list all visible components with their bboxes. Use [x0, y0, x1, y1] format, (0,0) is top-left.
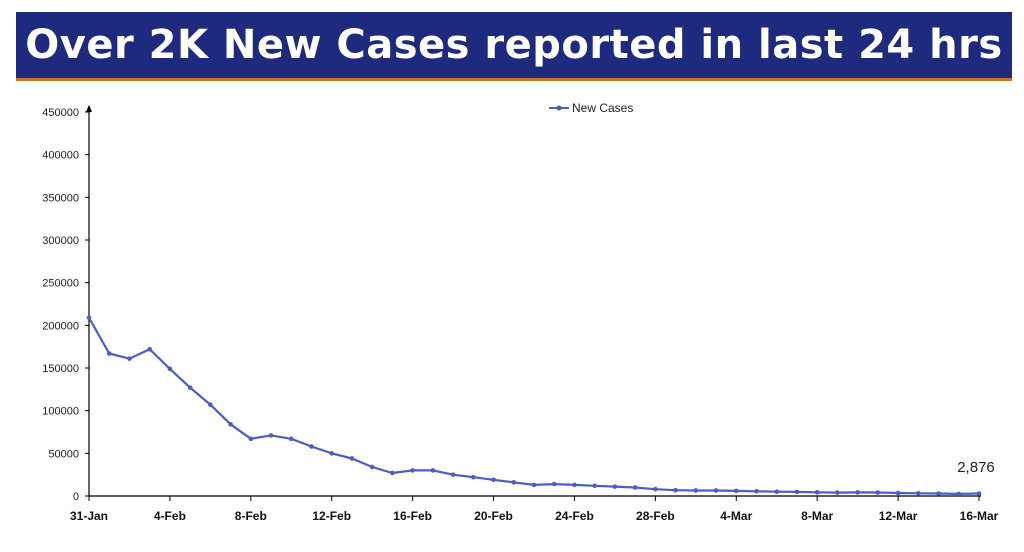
data-point — [450, 472, 456, 477]
x-axis: 31-Jan 4-Feb 8-Feb 12-Feb 16-Feb 20-Feb 24-Feb… — [70, 495, 999, 523]
data-point — [592, 483, 597, 489]
y-tick-label: 450000 — [42, 107, 79, 119]
y-tick-label: 150000 — [42, 363, 79, 375]
data-point — [936, 491, 941, 496]
data-point — [248, 436, 254, 442]
data-point — [774, 489, 780, 495]
x-tick-label: 24-Feb — [555, 509, 594, 523]
data-point — [309, 444, 314, 449]
data-point — [612, 484, 618, 489]
data-point — [228, 422, 233, 427]
data-point — [208, 402, 213, 407]
x-tick-label: 12-Mar — [879, 509, 918, 523]
x-tick-label: 12-Feb — [312, 509, 351, 523]
x-tick-label: 4-Mar — [720, 509, 752, 523]
data-point — [491, 477, 496, 483]
data-point — [693, 488, 699, 493]
y-tick-label: 250000 — [42, 278, 79, 290]
data-point — [754, 489, 759, 494]
data-point — [369, 464, 375, 470]
data-point — [572, 482, 577, 488]
data-point — [673, 487, 678, 493]
data-point — [329, 451, 335, 456]
data-point — [956, 491, 962, 497]
data-point — [835, 490, 840, 495]
legend-marker — [556, 105, 562, 111]
data-point — [875, 490, 881, 495]
data-point — [471, 474, 476, 480]
y-tick-label: 400000 — [42, 150, 79, 162]
data-point — [814, 490, 820, 495]
data-point — [632, 485, 638, 490]
data-point — [147, 346, 152, 352]
data-point — [106, 351, 112, 356]
y-tick-label: 100000 — [42, 406, 79, 418]
y-tick-label: 0 — [73, 491, 79, 503]
y-tick-label: 350000 — [42, 192, 79, 204]
y-axis-arrow — [86, 105, 92, 112]
page-title: Over 2K New Cases reported in last 24 hr… — [25, 22, 1003, 68]
data-point — [349, 456, 355, 461]
data-point — [127, 356, 132, 361]
x-tick-label: 28-Feb — [636, 509, 675, 523]
x-tick-label: 8-Feb — [235, 509, 267, 523]
data-point — [187, 385, 193, 390]
y-tick-label: 300000 — [42, 235, 79, 247]
data-point — [390, 470, 395, 476]
data-point — [86, 315, 92, 320]
data-point — [430, 468, 436, 473]
data-point — [733, 488, 739, 494]
legend-label: New Cases — [572, 101, 633, 115]
x-tick-label: 8-Mar — [801, 509, 833, 523]
data-point — [653, 486, 658, 492]
x-tick-label: 31-Jan — [70, 509, 108, 523]
data-point — [410, 468, 415, 473]
series-line — [88, 317, 980, 495]
legend: New Cases — [549, 101, 633, 115]
series-new-cases — [86, 315, 982, 497]
y-tick-label: 50000 — [48, 448, 79, 460]
annotations: 2,876 — [957, 459, 995, 476]
y-axis: 0 50000 100000 150000 200000 250000 300000 3500… — [42, 105, 92, 503]
annotation-label: 2,876 — [957, 459, 995, 476]
x-tick-label: 16-Feb — [393, 509, 432, 523]
data-point — [713, 488, 719, 493]
x-tick-label: 4-Feb — [154, 509, 186, 523]
data-point — [855, 490, 860, 495]
x-tick-label: 16-Mar — [960, 509, 999, 523]
data-point — [976, 491, 982, 496]
data-point — [551, 481, 557, 487]
data-point — [268, 433, 274, 438]
data-point — [288, 436, 294, 442]
data-point — [531, 482, 537, 488]
data-point — [895, 490, 901, 496]
title-banner: Over 2K New Cases reported in last 24 hr… — [16, 12, 1012, 81]
x-tick-label: 20-Feb — [474, 509, 513, 523]
data-point — [167, 366, 173, 372]
data-point — [794, 489, 800, 495]
data-point — [511, 480, 517, 485]
y-tick-label: 200000 — [42, 320, 79, 332]
data-point — [916, 490, 921, 496]
